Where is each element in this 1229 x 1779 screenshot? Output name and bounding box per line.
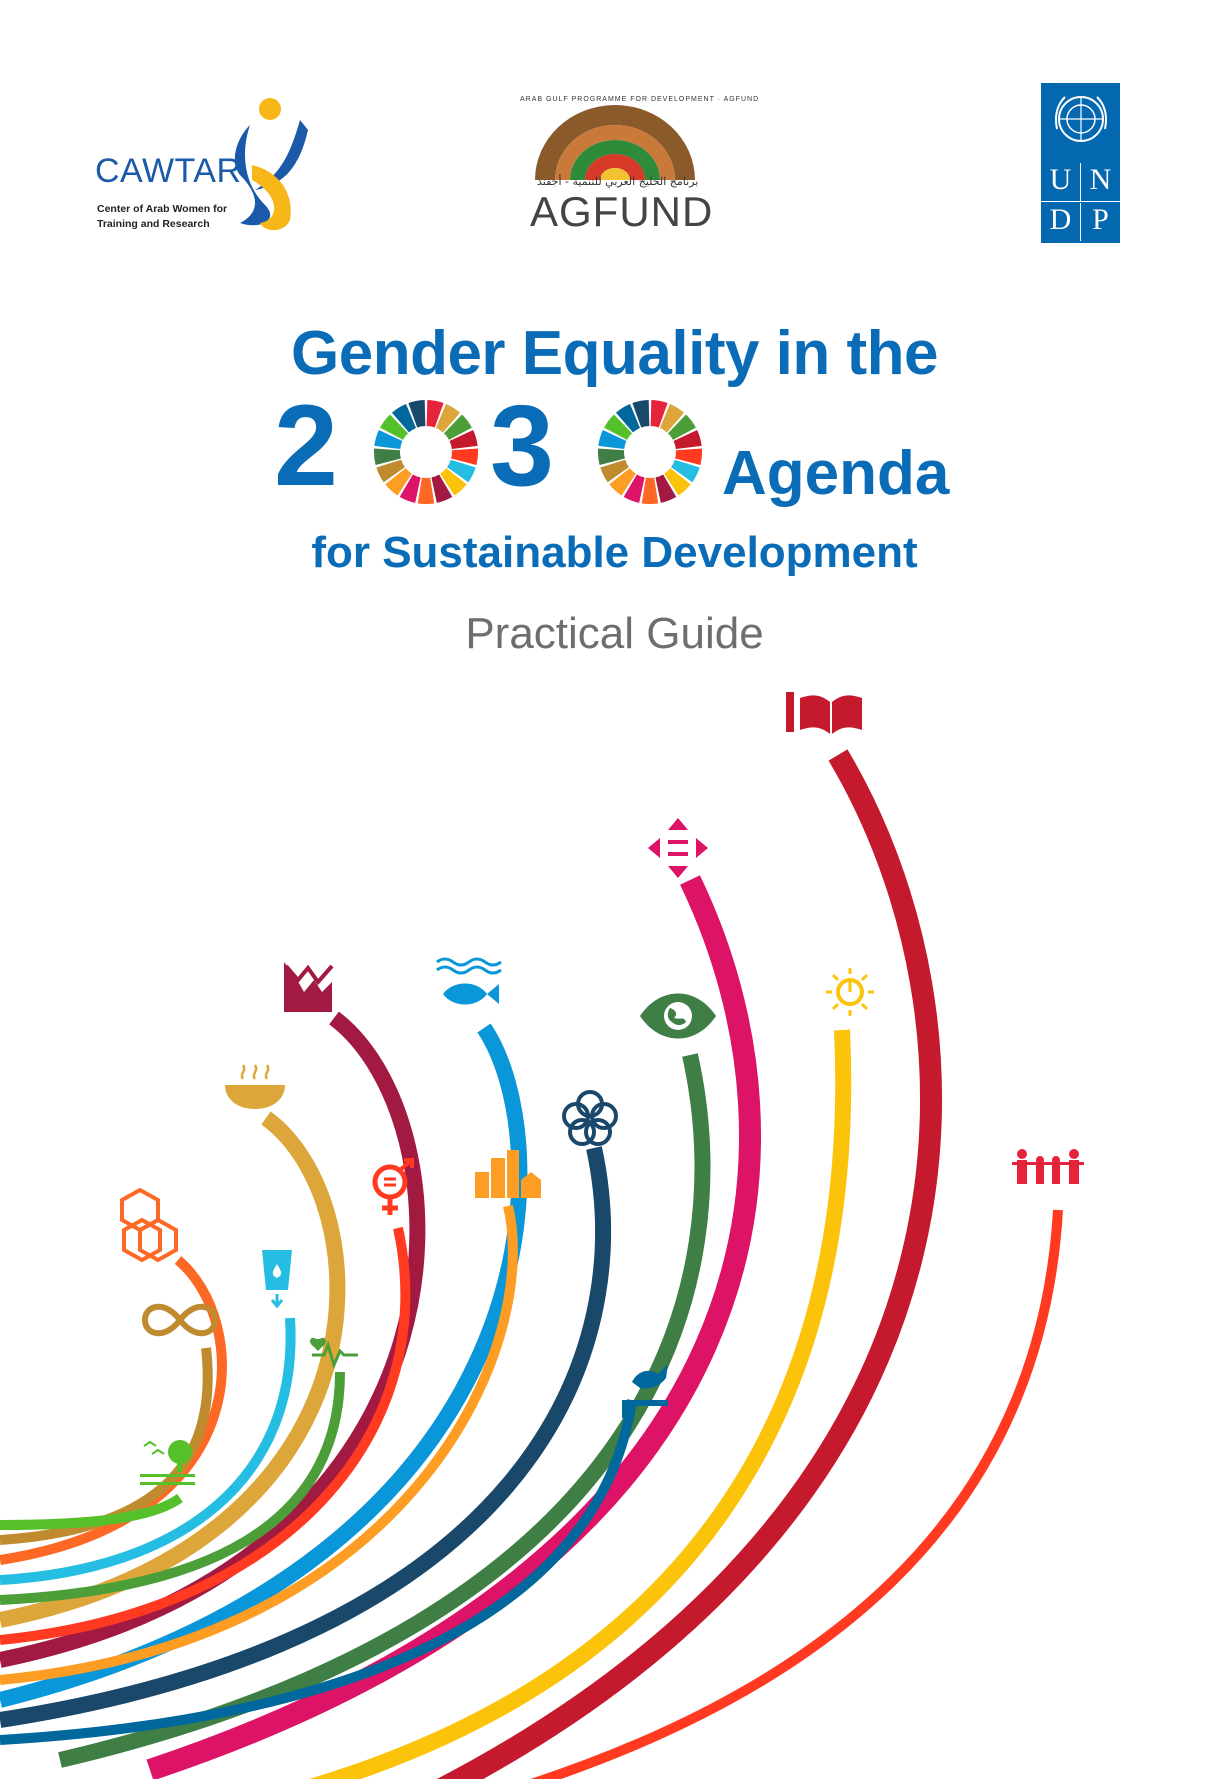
sdg-wheel-segment: [615, 403, 641, 433]
title-agenda: Agenda: [722, 439, 950, 508]
rainbow-arc: [0, 1204, 518, 1685]
reduced-inequalities-icon: [648, 818, 708, 878]
rainbow-arc: [0, 1226, 411, 1645]
title-year-digit-2: 2: [274, 382, 338, 510]
sdg-wheel-segment: [623, 474, 645, 503]
agfund-emblem-icon: [535, 105, 695, 180]
rainbow-arc: [0, 1023, 528, 1708]
sdg-wheel-segment: [376, 459, 405, 483]
title-year-digit-3: 3: [490, 382, 554, 510]
sdg-wheel-segment: [374, 448, 401, 465]
sdg-wheel-segment: [671, 459, 700, 483]
no-poverty-icon: [1012, 1149, 1084, 1184]
sdg-wheel-segment: [598, 448, 625, 465]
sdg-wheel-segment: [600, 459, 629, 483]
sustainable-cities-icon: [475, 1150, 541, 1198]
sdg-wheel-segment: [659, 403, 685, 433]
rainbow-arc: [0, 1347, 213, 1545]
sdg-wheel-segment: [431, 474, 453, 503]
sdg-wheel-segment: [609, 468, 636, 496]
sdg-wheel-segment: [667, 414, 696, 440]
sdg-wheel-segment: [385, 468, 412, 496]
agfund-name: AGFUND: [530, 188, 714, 235]
sdg-wheel-segment: [417, 477, 435, 504]
rainbow-icons: [120, 692, 1084, 1485]
gender-equality-icon: [372, 1158, 414, 1215]
clean-water-icon: [262, 1250, 292, 1309]
sdg-wheel-segment: [655, 474, 677, 503]
sdg-wheel-segment: [664, 468, 691, 496]
rainbow-arcs: [0, 749, 1063, 1779]
sdg-wheel-segment: [675, 448, 702, 465]
sdg-wheel-segment: [399, 474, 421, 503]
rainbow-arc: [0, 1146, 611, 1728]
cawtar-subtitle-line2: Training and Research: [97, 218, 210, 230]
sdg-wheel-segment: [380, 414, 409, 440]
life-on-land-earth-icon: [640, 993, 716, 1039]
life-on-land-icon: [140, 1440, 195, 1485]
rainbow-arc: [436, 749, 943, 1779]
rainbow-arc: [308, 1029, 852, 1779]
sdg-wheel-segment: [440, 468, 467, 496]
sdg-wheel-segment: [451, 448, 478, 465]
sdg-wheel-segment: [673, 429, 702, 449]
rainbow-arc: [0, 1399, 637, 1745]
sdg-wheel-segment: [604, 414, 633, 440]
sdg-wheel-segment: [435, 403, 461, 433]
partnerships-icon: [562, 1090, 618, 1146]
rainbow-arc: [0, 1371, 345, 1605]
life-below-water-icon: [436, 957, 502, 1005]
affordable-energy-icon: [826, 968, 874, 1016]
subtitle: Practical Guide: [465, 609, 764, 658]
undp-letter-n: N: [1081, 163, 1120, 202]
sdg-wheel-segment: [650, 400, 668, 428]
sdg-wheel-segment: [408, 400, 426, 428]
peace-justice-icon: [622, 1364, 668, 1418]
undp-letter-d: D: [1041, 203, 1081, 241]
sdg-wheel-segment: [641, 477, 659, 504]
undp-letter-u: U: [1041, 163, 1081, 202]
sdg-wheel-icon: [598, 400, 702, 504]
sdg-wheel-segment: [426, 400, 444, 428]
quality-education-icon: [786, 692, 862, 734]
sdg-wheel-segment: [598, 429, 627, 449]
title-line1: Gender Equality in the: [291, 319, 939, 388]
agfund-arc-text: ARAB GULF PROGRAMME FOR DEVELOPMENT · AG…: [520, 96, 760, 103]
un-emblem-icon: [1055, 96, 1107, 142]
rainbow-arc: [0, 1111, 346, 1628]
sdg-wheel-segment: [447, 459, 476, 483]
agfund-arabic-text: برنامج الخليج العربي للتنمية - أجفند: [537, 175, 699, 188]
decent-work-icon: [284, 962, 334, 1012]
title-line3: for Sustainable Development: [311, 528, 918, 577]
cawtar-figure-icon: [234, 98, 308, 231]
sdg-wheel-segment: [449, 429, 478, 449]
sdg-wheel-segment: [632, 400, 650, 428]
rainbow-arc: [0, 1256, 227, 1565]
undp-letter-p: P: [1092, 203, 1109, 236]
rainbow-arc: [530, 1209, 1063, 1779]
sdg-wheel-icon: [374, 400, 478, 504]
rainbow-arc: [0, 1317, 296, 1585]
sdg-wheel-segment: [443, 414, 472, 440]
undp-logo: U N D P: [1041, 83, 1120, 243]
sdg-wheel-segment: [391, 403, 417, 433]
rainbow-arc: [0, 1493, 183, 1530]
cawtar-name: CAWTAR: [95, 152, 242, 190]
sdg-wheel-segment: [374, 429, 403, 449]
responsible-consumption-icon: [141, 1303, 219, 1337]
cawtar-subtitle-line1: Center of Arab Women for: [97, 203, 228, 215]
climate-action-icon: [120, 1187, 178, 1263]
good-health-icon: [310, 1337, 358, 1370]
zero-hunger-icon: [225, 1064, 285, 1109]
